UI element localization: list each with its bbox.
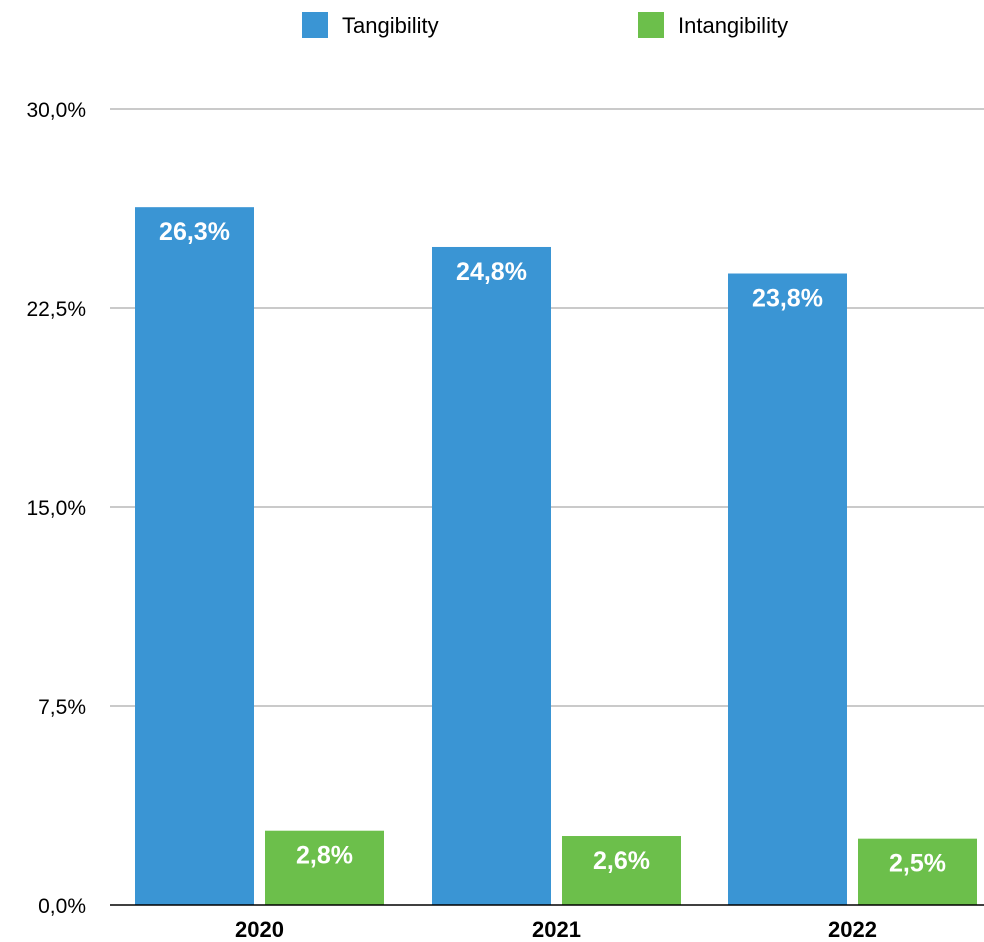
legend-label: Intangibility (678, 13, 788, 38)
data-label: 2,6% (593, 847, 650, 875)
bar-intangibility-2021 (562, 836, 681, 905)
y-axis: 0,0% 7,5% 15,0% 22,5% 30,0% (26, 99, 86, 918)
x-axis: 2020 2021 2022 (110, 904, 984, 942)
x-tick-label: 2020 (235, 917, 284, 942)
data-label: 23,8% (752, 285, 823, 313)
y-tick-label: 15,0% (26, 497, 86, 520)
bar-intangibility-2022 (858, 838, 977, 905)
data-label: 2,5% (889, 850, 946, 878)
bar-intangibility-2020 (265, 830, 384, 905)
data-label: 26,3% (159, 218, 230, 246)
y-tick-label: 7,5% (38, 696, 86, 719)
data-label: 24,8% (456, 258, 527, 286)
legend-swatch (638, 12, 664, 38)
x-tick-label: 2021 (532, 917, 581, 942)
x-tick-label: 2022 (828, 917, 877, 942)
y-tick-label: 30,0% (26, 99, 86, 122)
legend-swatch (302, 12, 328, 38)
legend-label: Tangibility (342, 13, 439, 38)
bars: 26,3% 2,8% 24,8% 2,6% 23,8% 2,5% (135, 207, 977, 905)
y-tick-label: 0,0% (38, 895, 86, 918)
bar-tangibility-2020 (135, 207, 254, 905)
data-label: 2,8% (296, 842, 353, 870)
legend-item-tangibility: Tangibility (302, 12, 439, 38)
legend-item-intangibility: Intangibility (638, 12, 788, 38)
chart-legend: Tangibility Intangibility (302, 12, 788, 38)
bar-tangibility-2021 (432, 246, 551, 905)
bar-tangibility-2022 (728, 273, 847, 905)
y-tick-label: 22,5% (26, 298, 86, 321)
